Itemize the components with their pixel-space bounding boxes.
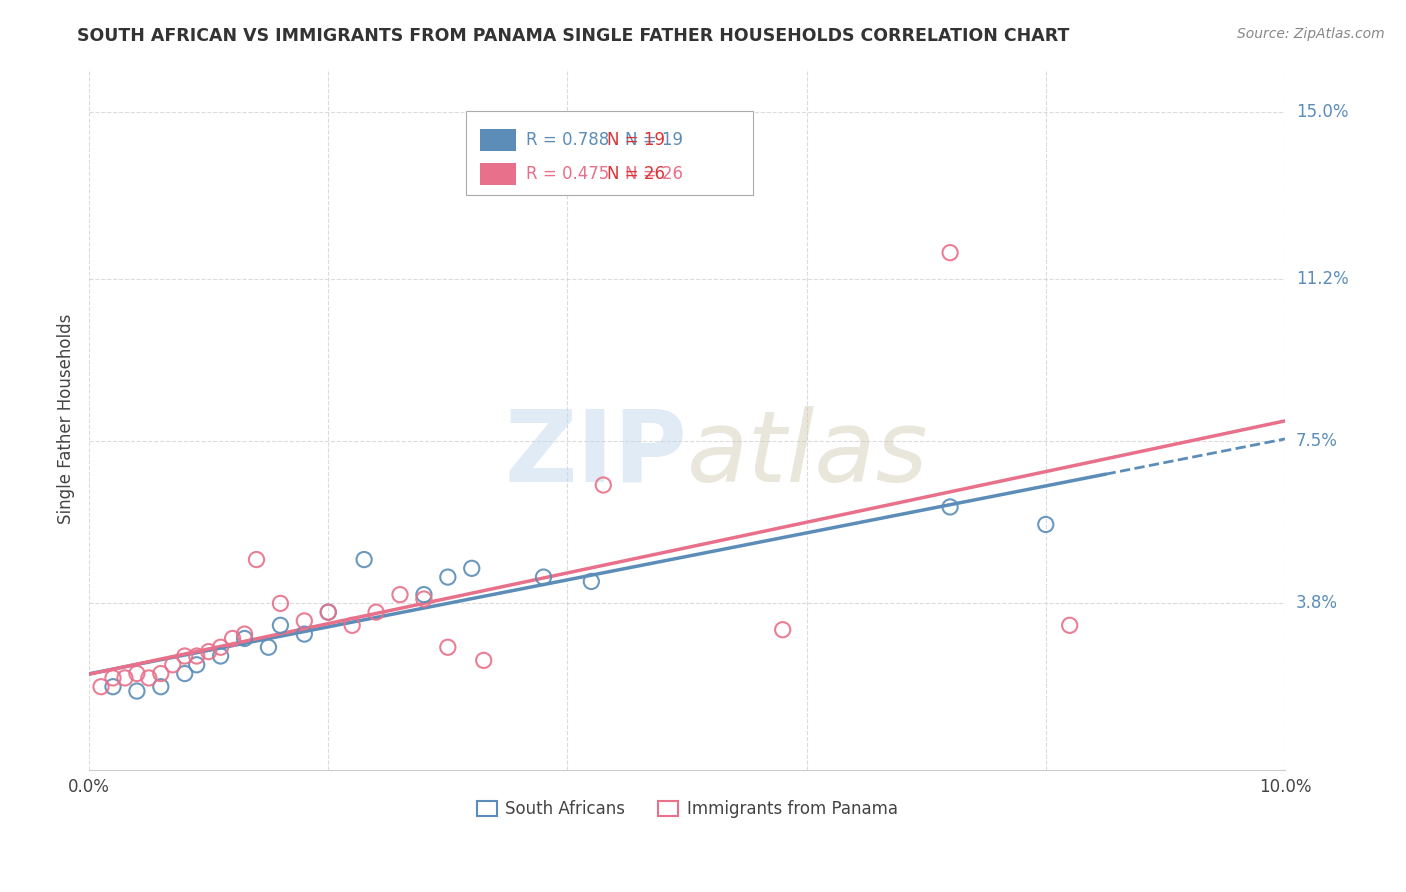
Point [939,245,962,260]
Point [939,500,962,514]
Point [269,618,291,632]
Point [472,653,495,667]
Text: ZIP: ZIP [505,406,688,503]
Point [437,640,460,655]
Text: 3.8%: 3.8% [1296,594,1339,613]
Point [233,632,256,646]
Point [340,618,363,632]
Point [364,605,387,619]
Point [186,657,208,672]
Point [413,588,436,602]
Text: N = 19: N = 19 [607,131,665,149]
Text: SOUTH AFRICAN VS IMMIGRANTS FROM PANAMA SINGLE FATHER HOUSEHOLDS CORRELATION CHA: SOUTH AFRICAN VS IMMIGRANTS FROM PANAMA … [77,27,1070,45]
Point [186,648,208,663]
Point [292,614,315,628]
Point [233,627,256,641]
Point [149,680,172,694]
Point [162,657,184,672]
Point [269,596,291,610]
Point [245,552,267,566]
Point [173,666,195,681]
Text: atlas: atlas [688,406,928,503]
Point [114,671,136,685]
Text: 15.0%: 15.0% [1296,103,1348,121]
Point [413,592,436,607]
Point [592,478,614,492]
Y-axis label: Single Father Households: Single Father Households [58,314,75,524]
Text: R = 0.788   N = 19: R = 0.788 N = 19 [526,131,682,149]
Bar [479,128,516,152]
FancyBboxPatch shape [465,111,752,194]
Text: 11.2%: 11.2% [1296,270,1348,288]
Point [149,666,172,681]
Point [221,632,243,646]
Point [292,627,315,641]
Point [316,605,339,619]
Text: 7.5%: 7.5% [1296,433,1339,450]
Point [461,561,484,575]
Point [772,623,794,637]
Point [1059,618,1081,632]
Point [581,574,603,589]
Point [1035,517,1057,532]
Point [138,671,160,685]
Text: R = 0.475   N = 26: R = 0.475 N = 26 [526,165,682,183]
Point [101,671,124,685]
Point [209,648,232,663]
Point [316,605,339,619]
Point [173,648,195,663]
Point [197,645,219,659]
Point [388,588,411,602]
Point [257,640,280,655]
Legend: South Africans, Immigrants from Panama: South Africans, Immigrants from Panama [470,794,904,825]
Point [101,680,124,694]
Text: Source: ZipAtlas.com: Source: ZipAtlas.com [1237,27,1385,41]
Point [353,552,375,566]
Point [437,570,460,584]
Bar [479,162,516,185]
Point [533,570,555,584]
Point [125,684,148,698]
Point [90,680,112,694]
Point [209,640,232,655]
Point [125,666,148,681]
Text: N = 26: N = 26 [607,165,665,183]
